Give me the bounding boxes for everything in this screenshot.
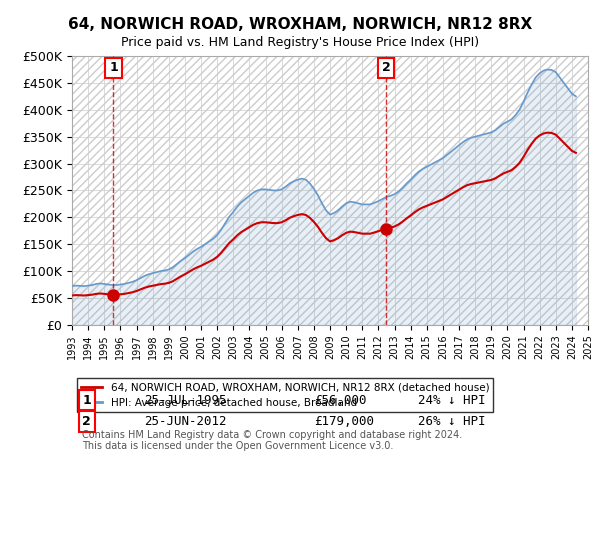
Text: 26% ↓ HPI: 26% ↓ HPI <box>418 415 485 428</box>
Text: 1: 1 <box>109 62 118 74</box>
Legend: 64, NORWICH ROAD, WROXHAM, NORWICH, NR12 8RX (detached house), HPI: Average pric: 64, NORWICH ROAD, WROXHAM, NORWICH, NR12… <box>77 379 493 412</box>
Text: 64, NORWICH ROAD, WROXHAM, NORWICH, NR12 8RX: 64, NORWICH ROAD, WROXHAM, NORWICH, NR12… <box>68 17 532 32</box>
Text: £179,000: £179,000 <box>314 415 374 428</box>
Text: 2: 2 <box>382 62 391 74</box>
Text: 24% ↓ HPI: 24% ↓ HPI <box>418 394 485 407</box>
Text: 2: 2 <box>82 415 91 428</box>
Text: Price paid vs. HM Land Registry's House Price Index (HPI): Price paid vs. HM Land Registry's House … <box>121 36 479 49</box>
Text: Contains HM Land Registry data © Crown copyright and database right 2024.
This d: Contains HM Land Registry data © Crown c… <box>82 430 463 451</box>
Text: 1: 1 <box>82 394 91 407</box>
Text: £56,000: £56,000 <box>314 394 367 407</box>
Text: 25-JUN-2012: 25-JUN-2012 <box>144 415 227 428</box>
Text: 25-JUL-1995: 25-JUL-1995 <box>144 394 227 407</box>
